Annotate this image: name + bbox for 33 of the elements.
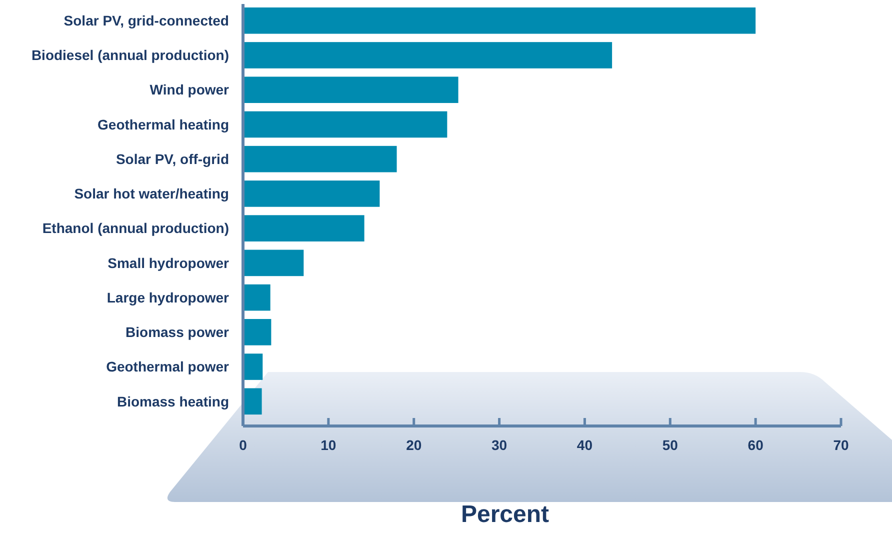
y-tick-label: Wind power xyxy=(150,82,230,98)
y-tick-label: Large hydropower xyxy=(106,289,230,306)
x-tick-label: 40 xyxy=(576,437,593,453)
y-tick-label: Biomass power xyxy=(126,324,230,340)
bar xyxy=(243,180,380,207)
bar xyxy=(243,146,397,172)
bar xyxy=(243,215,364,242)
bar xyxy=(243,284,270,311)
x-tick-label: 10 xyxy=(320,437,336,453)
y-tick-label: Solar PV, off-grid xyxy=(116,150,229,167)
bar xyxy=(243,354,263,380)
bar xyxy=(243,250,304,276)
x-tick-label: 60 xyxy=(748,437,764,453)
y-tick-label: Biodiesel (annual production) xyxy=(31,47,229,64)
x-tick-label: 30 xyxy=(491,437,508,453)
bar xyxy=(243,388,262,415)
y-tick-label: Small hydropower xyxy=(108,254,230,271)
bar xyxy=(243,76,458,103)
y-tick-label: Solar PV, grid-connected xyxy=(64,12,229,29)
y-tick-label: Geothermal power xyxy=(106,358,230,375)
x-tick-label: 20 xyxy=(406,437,422,453)
y-tick-label: Solar hot water/heating xyxy=(74,186,229,202)
x-tick-label: 0 xyxy=(239,437,248,453)
x-axis-title: Percent xyxy=(460,501,550,528)
y-tick-label: Geothermal heating xyxy=(98,116,229,132)
bar xyxy=(243,111,448,138)
bar xyxy=(243,319,272,346)
x-tick-label: 70 xyxy=(833,437,849,453)
x-tick-label: 50 xyxy=(662,437,678,453)
bar xyxy=(243,42,612,68)
y-tick-label: Ethanol (annual production) xyxy=(42,220,229,236)
bar xyxy=(243,7,756,34)
y-tick-label: Biomass heating xyxy=(116,393,229,410)
